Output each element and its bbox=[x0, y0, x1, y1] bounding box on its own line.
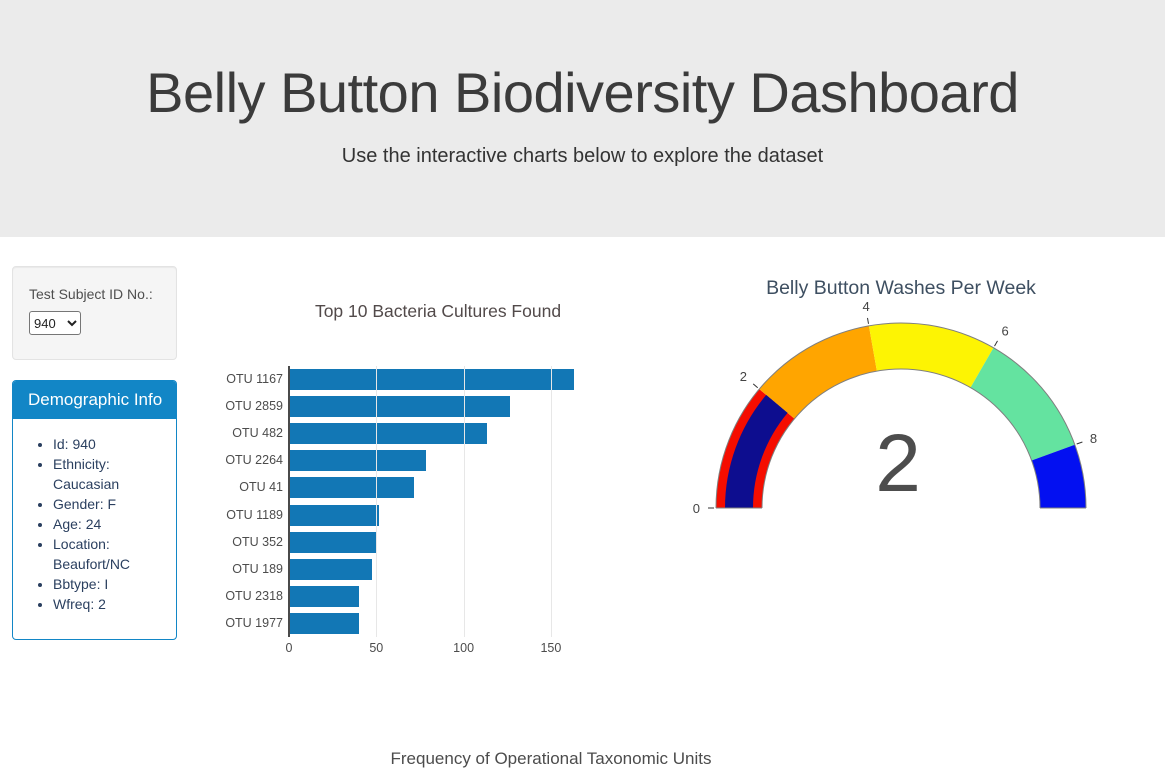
demographic-panel-heading: Demographic Info bbox=[13, 381, 176, 419]
gauge-bar bbox=[725, 394, 788, 508]
demographic-item: Gender: F bbox=[53, 494, 161, 514]
gauge-step bbox=[759, 325, 877, 419]
subject-id-select[interactable]: 940 bbox=[29, 311, 81, 335]
gauge-outline bbox=[715, 322, 1087, 509]
bar-category-label: OTU 482 bbox=[232, 426, 283, 441]
header-banner: Belly Button Biodiversity Dashboard Use … bbox=[0, 0, 1165, 237]
gauge-outer-arc bbox=[715, 322, 1087, 509]
bar[interactable] bbox=[289, 396, 510, 418]
demographic-panel: Demographic Info Id: 940Ethnicity: Cauca… bbox=[12, 380, 177, 640]
gauge-tick bbox=[1076, 441, 1083, 445]
demographic-item: Location: Beaufort/NC bbox=[53, 534, 161, 574]
bar[interactable] bbox=[289, 558, 372, 580]
gauge-tick-label: 8 bbox=[1090, 431, 1097, 446]
demographic-item: Age: 24 bbox=[53, 514, 161, 534]
bar[interactable] bbox=[289, 504, 379, 526]
bar[interactable] bbox=[289, 423, 487, 445]
subject-id-label: Test Subject ID No.: bbox=[29, 286, 153, 302]
x-tick-label: 0 bbox=[285, 641, 293, 655]
x-gridline bbox=[463, 366, 465, 637]
bar[interactable] bbox=[289, 612, 360, 634]
bar[interactable] bbox=[289, 585, 360, 607]
demographic-list: Id: 940Ethnicity: CaucasianGender: FAge:… bbox=[28, 434, 161, 614]
gauge-tick bbox=[994, 340, 998, 347]
gauge-step bbox=[970, 347, 1075, 461]
bar-chart-y-axis-line bbox=[288, 366, 290, 637]
gauge-tick-label: 0 bbox=[693, 501, 700, 516]
gauge-chart: 0 2 4 6 8 2 bbox=[693, 299, 1097, 516]
gauge-inner-arc bbox=[761, 368, 1041, 509]
gauge-ticks: 0 2 4 6 8 bbox=[693, 299, 1097, 516]
bar-chart-title: Top 10 Bacteria Cultures Found bbox=[314, 301, 562, 321]
bar[interactable] bbox=[289, 369, 575, 390]
bar-category-label: OTU 189 bbox=[232, 561, 283, 576]
bar-category-label: OTU 2318 bbox=[225, 588, 283, 603]
demographic-item: Id: 940 bbox=[53, 434, 161, 454]
x-tick-label: 100 bbox=[453, 641, 475, 655]
bar-category-label: OTU 2264 bbox=[225, 453, 283, 468]
gauge-value: 2 bbox=[875, 418, 921, 509]
demographic-panel-body: Id: 940Ethnicity: CaucasianGender: FAge:… bbox=[13, 419, 176, 614]
gauge-tick-label: 6 bbox=[1002, 324, 1009, 339]
bar[interactable] bbox=[289, 450, 426, 472]
bar-category-label: OTU 1189 bbox=[226, 507, 283, 522]
gauge-tick-label: 2 bbox=[740, 369, 747, 384]
demographic-item: Ethnicity: Caucasian bbox=[53, 454, 161, 494]
x-gridline bbox=[550, 366, 552, 637]
page-title: Belly Button Biodiversity Dashboard bbox=[146, 61, 1019, 124]
bar[interactable] bbox=[289, 477, 414, 499]
gauge-step bbox=[1031, 444, 1086, 508]
gauge-tick bbox=[867, 317, 869, 324]
demographic-item: Bbtype: I bbox=[53, 574, 161, 594]
demographic-item: Wfreq: 2 bbox=[53, 594, 161, 614]
bar-category-label: OTU 352 bbox=[232, 534, 283, 549]
gauge-step bbox=[868, 322, 994, 388]
gauge-value-bar bbox=[725, 394, 788, 508]
gauge-chart-title: Belly Button Washes Per Week bbox=[766, 277, 1036, 299]
x-tick-label: 150 bbox=[540, 641, 562, 655]
page-subtitle: Use the interactive charts below to expl… bbox=[341, 145, 824, 167]
bar-category-label: OTU 2859 bbox=[225, 399, 283, 414]
gauge-tick-label: 4 bbox=[862, 299, 869, 314]
bar[interactable] bbox=[289, 531, 377, 553]
x-tick-label: 50 bbox=[369, 641, 384, 655]
bar-category-label: OTU 41 bbox=[239, 480, 283, 495]
bar-category-label: OTU 1977 bbox=[225, 615, 283, 630]
gauge-tick bbox=[752, 383, 759, 389]
x-gridline bbox=[376, 366, 378, 637]
subject-selector-well: Test Subject ID No.: 940 bbox=[12, 266, 177, 360]
bubble-chart-title: Frequency of Operational Taxonomic Units bbox=[390, 749, 712, 768]
bar-category-label: OTU 1167 bbox=[226, 372, 283, 386]
